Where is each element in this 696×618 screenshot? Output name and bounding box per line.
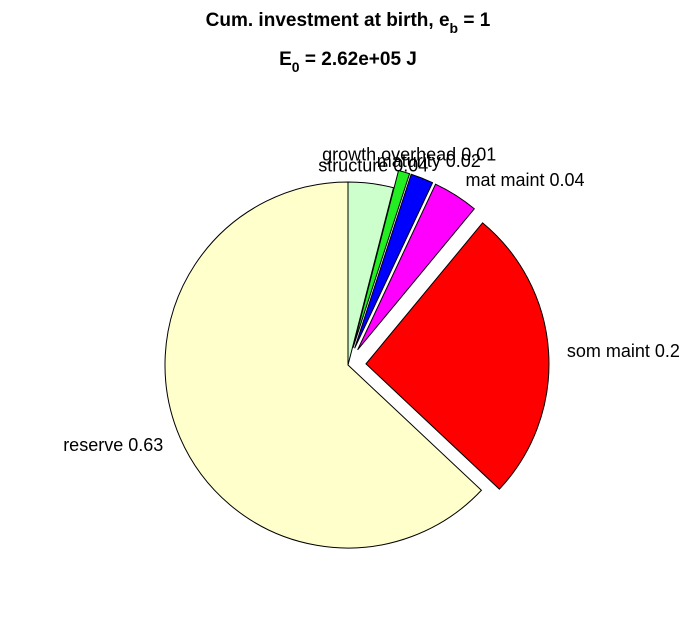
slice-label: som maint 0.2 bbox=[567, 341, 680, 361]
title-main: Cum. investment at birth, e bbox=[206, 10, 450, 31]
title-sub: b bbox=[450, 20, 459, 36]
title-end: = 1 bbox=[458, 10, 491, 31]
slice-label: structure 0.04 bbox=[318, 155, 428, 175]
slice-label: maturity 0.02 bbox=[377, 151, 481, 171]
slice-label: growth overhead 0.01 bbox=[322, 144, 496, 164]
pie-slice bbox=[164, 181, 483, 549]
pie-slice bbox=[352, 169, 411, 348]
subtitle-sub: 0 bbox=[292, 59, 300, 75]
subtitle-end: = 2.62e+05 J bbox=[300, 49, 417, 70]
slice-label: reserve 0.63 bbox=[63, 435, 163, 455]
pie-slice bbox=[354, 173, 434, 349]
slice-label: mat maint 0.04 bbox=[466, 170, 585, 190]
chart-title: Cum. investment at birth, eb = 1 bbox=[206, 10, 491, 36]
pie-slice bbox=[357, 183, 475, 351]
chart-subtitle: E0 = 2.62e+05 J bbox=[279, 49, 417, 75]
pie-slice bbox=[365, 222, 550, 490]
subtitle-main: E bbox=[279, 49, 292, 70]
